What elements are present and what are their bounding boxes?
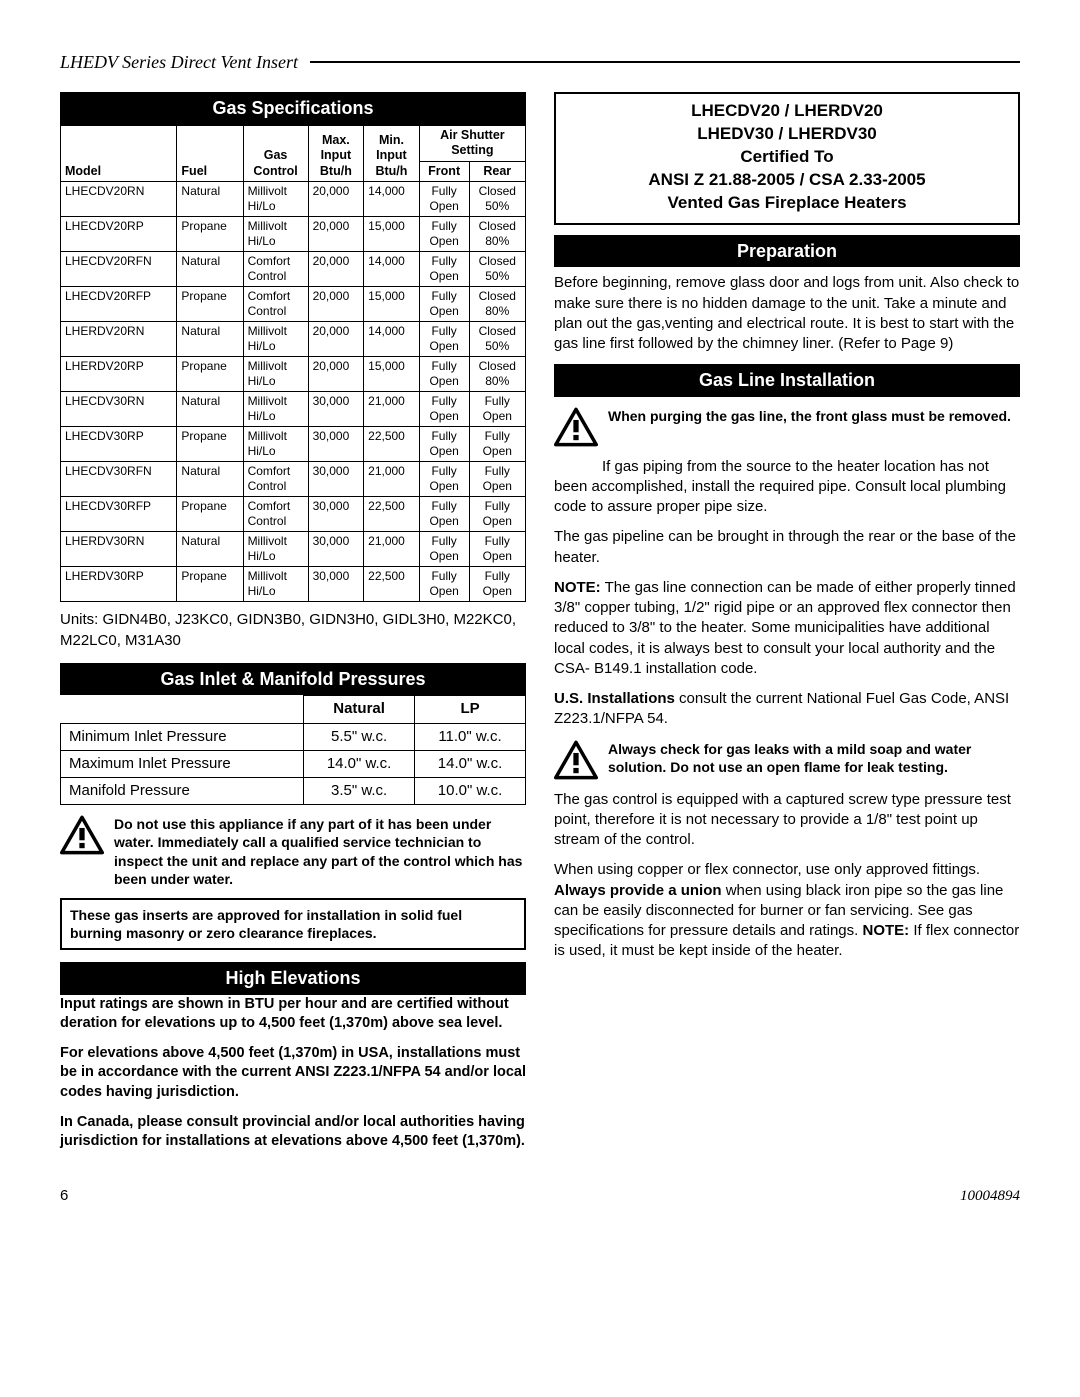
gas-spec-table: Model Fuel GasControl Max.InputBtu/h Min… <box>60 125 526 603</box>
gasline-warning-1-text: When purging the gas line, the front gla… <box>608 407 1011 447</box>
pressures-title: Gas Inlet & Manifold Pressures <box>60 663 526 695</box>
th-max: Max.InputBtu/h <box>308 125 364 182</box>
gasline-warning-2: Always check for gas leaks with a mild s… <box>554 740 1020 780</box>
th-lp: LP <box>415 696 526 723</box>
page-header: LHEDV Series Direct Vent Insert <box>60 50 1020 74</box>
header-rule <box>310 61 1020 63</box>
table-row: LHECDV20RFNNaturalComfortControl 20,0001… <box>61 252 526 287</box>
gasline-p1: If gas piping from the source to the hea… <box>554 457 1020 518</box>
table-row: LHERDV20RPPropaneMillivoltHi/Lo 20,00015… <box>61 357 526 392</box>
warning-icon <box>554 740 598 780</box>
gasline-warning-2-text: Always check for gas leaks with a mild s… <box>608 740 1020 780</box>
preparation-text: Before beginning, remove glass door and … <box>554 273 1020 354</box>
right-column: LHECDV20 / LHERDV20 LHEDV30 / LHERDV30 C… <box>554 92 1020 1161</box>
cert-l5: Vented Gas Fireplace Heaters <box>560 192 1014 215</box>
th-fuel: Fuel <box>177 125 243 182</box>
table-row: LHECDV20RNNaturalMillivoltHi/Lo 20,00014… <box>61 182 526 217</box>
table-row: LHECDV30RPPropaneMillivoltHi/Lo 30,00022… <box>61 427 526 462</box>
th-natural: Natural <box>304 696 415 723</box>
cert-l2: LHEDV30 / LHERDV30 <box>560 123 1014 146</box>
gas-spec-title: Gas Specifications <box>60 92 526 124</box>
high-elev-p3: In Canada, please consult provincial and… <box>60 1113 526 1152</box>
high-elev-p2: For elevations above 4,500 feet (1,370m)… <box>60 1044 526 1103</box>
gasline-warning-1: When purging the gas line, the front gla… <box>554 407 1020 447</box>
table-row: LHECDV20RFPPropaneComfortControl 20,0001… <box>61 287 526 322</box>
cert-l1: LHECDV20 / LHERDV20 <box>560 100 1014 123</box>
preparation-title: Preparation <box>554 235 1020 267</box>
gasline-p4: U.S. Installations consult the current N… <box>554 689 1020 730</box>
th-control: GasControl <box>243 125 308 182</box>
underwater-warning-text: Do not use this appliance if any part of… <box>114 815 526 888</box>
high-elev-title: High Elevations <box>60 962 526 994</box>
gasline-p5: The gas control is equipped with a captu… <box>554 790 1020 851</box>
table-row: LHECDV30RNNaturalMillivoltHi/Lo 30,00021… <box>61 392 526 427</box>
gasline-title: Gas Line Installation <box>554 364 1020 396</box>
header-title: LHEDV Series Direct Vent Insert <box>60 50 298 74</box>
certification-box: LHECDV20 / LHERDV20 LHEDV30 / LHERDV30 C… <box>554 92 1020 225</box>
warning-icon <box>60 815 104 855</box>
warning-icon <box>554 407 598 447</box>
th-model: Model <box>61 125 177 182</box>
underwater-warning: Do not use this appliance if any part of… <box>60 815 526 888</box>
gasline-p3: NOTE: The gas line connection can be mad… <box>554 578 1020 679</box>
high-elev-p1: Input ratings are shown in BTU per hour … <box>60 995 526 1034</box>
table-row: Maximum Inlet Pressure14.0" w.c.14.0" w.… <box>61 750 526 777</box>
table-row: LHECDV30RFNNaturalComfortControl 30,0002… <box>61 462 526 497</box>
table-row: LHERDV30RPPropaneMillivoltHi/Lo 30,00022… <box>61 567 526 602</box>
document-number: 10004894 <box>960 1186 1020 1206</box>
th-rear: Rear <box>469 161 525 182</box>
page-footer: 6 10004894 <box>60 1186 1020 1206</box>
insert-approval-box: These gas inserts are approved for insta… <box>60 898 526 950</box>
table-row: LHERDV30RNNaturalMillivoltHi/Lo 30,00021… <box>61 532 526 567</box>
note-label: NOTE: <box>554 579 601 596</box>
us-install-label: U.S. Installations <box>554 690 675 707</box>
th-front: Front <box>419 161 469 182</box>
pressures-table: Natural LP Minimum Inlet Pressure5.5" w.… <box>60 695 526 805</box>
th-min: Min.InputBtu/h <box>364 125 420 182</box>
left-column: Gas Specifications Model Fuel GasControl… <box>60 92 526 1161</box>
page-number: 6 <box>60 1186 68 1206</box>
gasline-p6: When using copper or flex connector, use… <box>554 860 1020 961</box>
table-row: LHECDV30RFPPropaneComfortControl 30,0002… <box>61 497 526 532</box>
gasline-p2: The gas pipeline can be brought in throu… <box>554 527 1020 568</box>
table-row: Manifold Pressure3.5" w.c.10.0" w.c. <box>61 778 526 805</box>
th-air: Air ShutterSetting <box>419 125 525 161</box>
cert-l4: ANSI Z 21.88-2005 / CSA 2.33-2005 <box>560 169 1014 192</box>
table-row: LHERDV20RNNaturalMillivoltHi/Lo 20,00014… <box>61 322 526 357</box>
high-elev-section: Input ratings are shown in BTU per hour … <box>60 995 526 1152</box>
table-row: Minimum Inlet Pressure5.5" w.c.11.0" w.c… <box>61 723 526 750</box>
table-row: LHECDV20RPPropaneMillivoltHi/Lo 20,00015… <box>61 217 526 252</box>
units-list: Units: GIDN4B0, J23KC0, GIDN3B0, GIDN3H0… <box>60 610 526 651</box>
cert-l3: Certified To <box>560 146 1014 169</box>
